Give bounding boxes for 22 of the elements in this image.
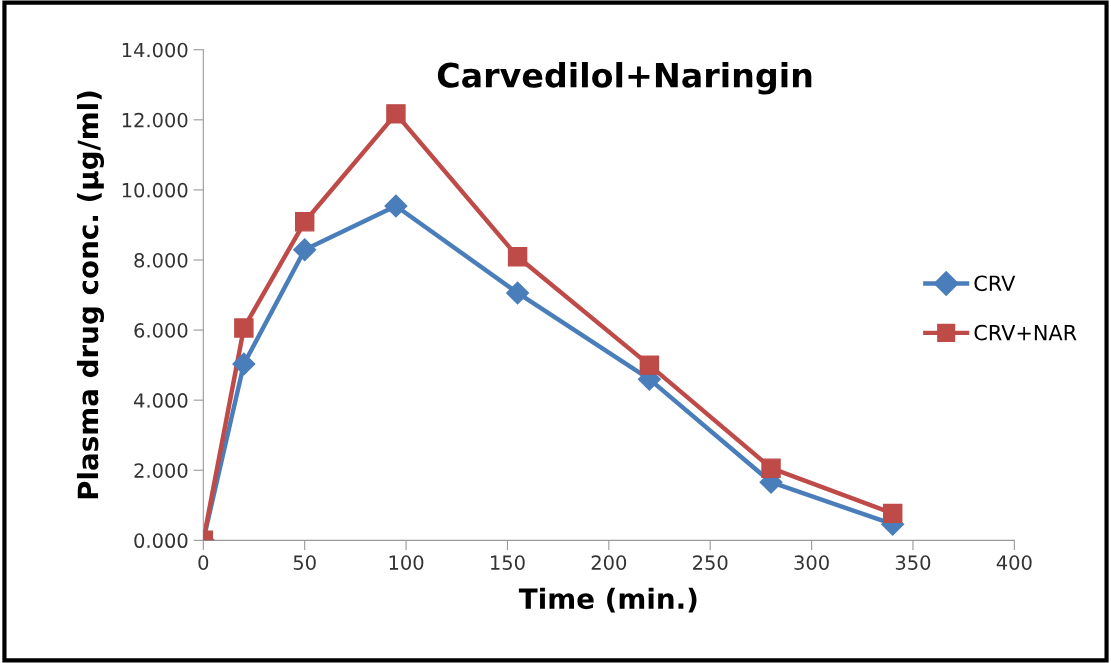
y-tick-label: 8.000 <box>134 252 188 268</box>
x-tick-label: 400 <box>996 555 1032 570</box>
y-tick-label: 0.000 <box>134 533 188 549</box>
x-tick-label: 150 <box>491 555 525 570</box>
y-tick-label: 6.000 <box>134 323 188 338</box>
x-tick-label: 50 <box>293 555 316 570</box>
y-tick-label: 12.000 <box>122 112 188 128</box>
y-tick-label: 14.000 <box>122 42 188 58</box>
legend-label: CRV+NAR <box>974 324 1077 341</box>
x-axis-title: Time (min.) <box>518 587 697 613</box>
chart-title: Carvedilol+Naringin <box>437 61 812 95</box>
y-tick-label: 10.000 <box>122 182 188 198</box>
y-tick-label: 4.000 <box>134 393 188 408</box>
x-tick-label: 0 <box>198 555 209 570</box>
x-tick-label: 300 <box>794 555 829 570</box>
x-tick-label: 100 <box>389 555 424 570</box>
x-tick-label: 250 <box>693 555 728 570</box>
y-axis-title: Plasma drug conc. (µg/ml) <box>76 91 105 499</box>
legend-label: CRV <box>974 275 1016 292</box>
x-tick-label: 350 <box>895 555 931 570</box>
y-tick-label: 2.000 <box>134 463 188 478</box>
x-tick-label: 200 <box>591 555 627 570</box>
